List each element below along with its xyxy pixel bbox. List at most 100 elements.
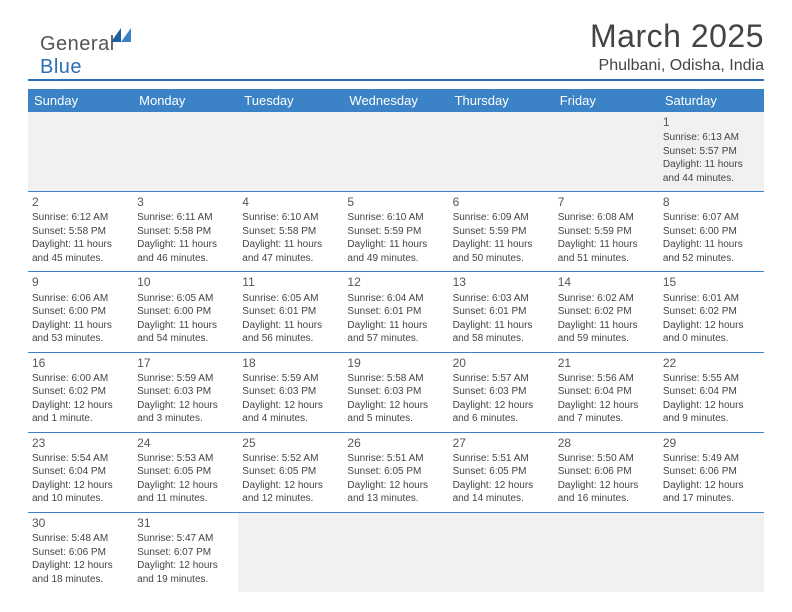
sunrise-text: Sunrise: 6:12 AM	[32, 211, 129, 225]
day-number: 8	[663, 194, 760, 210]
calendar-cell: 21Sunrise: 5:56 AMSunset: 6:04 PMDayligh…	[554, 352, 659, 432]
calendar-cell: 19Sunrise: 5:58 AMSunset: 6:03 PMDayligh…	[343, 352, 448, 432]
calendar-cell: 25Sunrise: 5:52 AMSunset: 6:05 PMDayligh…	[238, 432, 343, 512]
brand-part1: General	[40, 33, 115, 55]
day-number: 26	[347, 435, 444, 451]
sunrise-text: Sunrise: 6:07 AM	[663, 211, 760, 225]
sunrise-text: Sunrise: 6:11 AM	[137, 211, 234, 225]
brand-logo: GeneralBlue	[40, 28, 131, 79]
sunset-text: Sunset: 5:59 PM	[347, 225, 444, 239]
sunrise-text: Sunrise: 6:02 AM	[558, 292, 655, 306]
sunrise-text: Sunrise: 5:59 AM	[137, 372, 234, 386]
daylight-text: Daylight: 11 hours and 46 minutes.	[137, 238, 234, 265]
day-number: 31	[137, 515, 234, 531]
sunset-text: Sunset: 6:02 PM	[663, 305, 760, 319]
sunrise-text: Sunrise: 5:52 AM	[242, 452, 339, 466]
daylight-text: Daylight: 12 hours and 6 minutes.	[453, 399, 550, 426]
day-number: 16	[32, 355, 129, 371]
sunrise-text: Sunrise: 6:10 AM	[347, 211, 444, 225]
sunrise-text: Sunrise: 5:58 AM	[347, 372, 444, 386]
day-number: 10	[137, 274, 234, 290]
daylight-text: Daylight: 11 hours and 44 minutes.	[663, 158, 760, 185]
sunset-text: Sunset: 6:05 PM	[242, 465, 339, 479]
calendar-cell: 7Sunrise: 6:08 AMSunset: 5:59 PMDaylight…	[554, 192, 659, 272]
day-number: 25	[242, 435, 339, 451]
calendar-cell	[554, 512, 659, 592]
sunset-text: Sunset: 6:01 PM	[453, 305, 550, 319]
day-number: 11	[242, 274, 339, 290]
sunset-text: Sunset: 6:00 PM	[137, 305, 234, 319]
daylight-text: Daylight: 12 hours and 11 minutes.	[137, 479, 234, 506]
daylight-text: Daylight: 12 hours and 10 minutes.	[32, 479, 129, 506]
brand-text: GeneralBlue	[40, 28, 131, 79]
sunrise-text: Sunrise: 5:55 AM	[663, 372, 760, 386]
col-sunday: Sunday	[28, 89, 133, 112]
daylight-text: Daylight: 12 hours and 18 minutes.	[32, 559, 129, 586]
calendar-cell	[133, 112, 238, 192]
day-number: 21	[558, 355, 655, 371]
page-title: March 2025	[28, 18, 764, 55]
sunrise-text: Sunrise: 6:08 AM	[558, 211, 655, 225]
sunset-text: Sunset: 6:01 PM	[242, 305, 339, 319]
calendar-cell	[659, 512, 764, 592]
sunrise-text: Sunrise: 5:50 AM	[558, 452, 655, 466]
sunset-text: Sunset: 6:06 PM	[558, 465, 655, 479]
calendar-cell	[343, 112, 448, 192]
day-number: 5	[347, 194, 444, 210]
daylight-text: Daylight: 11 hours and 57 minutes.	[347, 319, 444, 346]
calendar-cell: 9Sunrise: 6:06 AMSunset: 6:00 PMDaylight…	[28, 272, 133, 352]
calendar-cell	[28, 112, 133, 192]
sunset-text: Sunset: 6:02 PM	[32, 385, 129, 399]
daylight-text: Daylight: 11 hours and 59 minutes.	[558, 319, 655, 346]
daylight-text: Daylight: 12 hours and 0 minutes.	[663, 319, 760, 346]
sunset-text: Sunset: 5:58 PM	[32, 225, 129, 239]
sunset-text: Sunset: 6:00 PM	[32, 305, 129, 319]
day-number: 14	[558, 274, 655, 290]
calendar-cell: 6Sunrise: 6:09 AMSunset: 5:59 PMDaylight…	[449, 192, 554, 272]
sunset-text: Sunset: 6:04 PM	[558, 385, 655, 399]
col-saturday: Saturday	[659, 89, 764, 112]
daylight-text: Daylight: 11 hours and 49 minutes.	[347, 238, 444, 265]
daylight-text: Daylight: 11 hours and 54 minutes.	[137, 319, 234, 346]
sunrise-text: Sunrise: 5:47 AM	[137, 532, 234, 546]
daylight-text: Daylight: 12 hours and 17 minutes.	[663, 479, 760, 506]
sunrise-text: Sunrise: 5:57 AM	[453, 372, 550, 386]
sunset-text: Sunset: 6:02 PM	[558, 305, 655, 319]
calendar-row: 30Sunrise: 5:48 AMSunset: 6:06 PMDayligh…	[28, 512, 764, 592]
calendar-cell: 11Sunrise: 6:05 AMSunset: 6:01 PMDayligh…	[238, 272, 343, 352]
day-number: 20	[453, 355, 550, 371]
daylight-text: Daylight: 11 hours and 50 minutes.	[453, 238, 550, 265]
calendar-cell: 15Sunrise: 6:01 AMSunset: 6:02 PMDayligh…	[659, 272, 764, 352]
calendar-cell: 13Sunrise: 6:03 AMSunset: 6:01 PMDayligh…	[449, 272, 554, 352]
sunrise-text: Sunrise: 5:48 AM	[32, 532, 129, 546]
col-monday: Monday	[133, 89, 238, 112]
daylight-text: Daylight: 11 hours and 58 minutes.	[453, 319, 550, 346]
calendar-cell: 16Sunrise: 6:00 AMSunset: 6:02 PMDayligh…	[28, 352, 133, 432]
calendar-row: 16Sunrise: 6:00 AMSunset: 6:02 PMDayligh…	[28, 352, 764, 432]
sunset-text: Sunset: 6:03 PM	[242, 385, 339, 399]
calendar-cell: 20Sunrise: 5:57 AMSunset: 6:03 PMDayligh…	[449, 352, 554, 432]
calendar-table: Sunday Monday Tuesday Wednesday Thursday…	[28, 89, 764, 592]
calendar-row: 23Sunrise: 5:54 AMSunset: 6:04 PMDayligh…	[28, 432, 764, 512]
calendar-cell: 5Sunrise: 6:10 AMSunset: 5:59 PMDaylight…	[343, 192, 448, 272]
sunrise-text: Sunrise: 5:54 AM	[32, 452, 129, 466]
daylight-text: Daylight: 11 hours and 56 minutes.	[242, 319, 339, 346]
day-number: 19	[347, 355, 444, 371]
sunrise-text: Sunrise: 6:10 AM	[242, 211, 339, 225]
day-number: 4	[242, 194, 339, 210]
sunrise-text: Sunrise: 6:06 AM	[32, 292, 129, 306]
daylight-text: Daylight: 12 hours and 5 minutes.	[347, 399, 444, 426]
sunrise-text: Sunrise: 5:53 AM	[137, 452, 234, 466]
sunset-text: Sunset: 6:06 PM	[32, 546, 129, 560]
day-number: 28	[558, 435, 655, 451]
daylight-text: Daylight: 11 hours and 51 minutes.	[558, 238, 655, 265]
sunset-text: Sunset: 5:59 PM	[558, 225, 655, 239]
sunset-text: Sunset: 6:00 PM	[663, 225, 760, 239]
sunrise-text: Sunrise: 5:49 AM	[663, 452, 760, 466]
calendar-cell: 18Sunrise: 5:59 AMSunset: 6:03 PMDayligh…	[238, 352, 343, 432]
sunset-text: Sunset: 6:04 PM	[663, 385, 760, 399]
calendar-row: 9Sunrise: 6:06 AMSunset: 6:00 PMDaylight…	[28, 272, 764, 352]
day-number: 3	[137, 194, 234, 210]
calendar-cell: 29Sunrise: 5:49 AMSunset: 6:06 PMDayligh…	[659, 432, 764, 512]
day-number: 13	[453, 274, 550, 290]
